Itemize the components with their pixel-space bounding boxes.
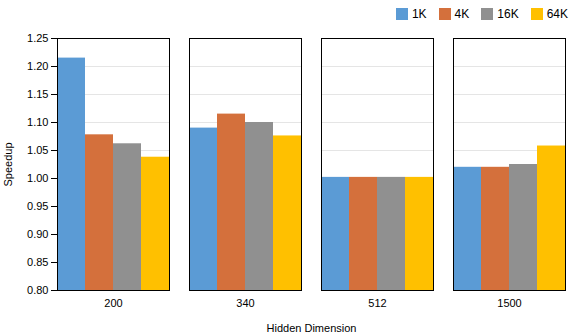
svg-text:340: 340	[236, 297, 254, 309]
svg-text:1.15: 1.15	[27, 88, 48, 100]
svg-text:1.25: 1.25	[27, 32, 48, 44]
svg-text:0.80: 0.80	[27, 284, 48, 296]
svg-text:200: 200	[104, 297, 122, 309]
svg-text:1500: 1500	[497, 297, 521, 309]
html-text:64K: 64K	[546, 7, 568, 21]
html-text:16K: 16K	[497, 7, 519, 21]
svg-text:1.10: 1.10	[27, 116, 48, 128]
svg-text:0.85: 0.85	[27, 256, 48, 268]
html-text:1K: 1K	[411, 7, 427, 21]
svg-text:0.90: 0.90	[27, 228, 48, 240]
svg-text:1.00: 1.00	[27, 172, 48, 184]
svg-text:Speedup: Speedup	[2, 142, 14, 186]
html-text:4K: 4K	[454, 7, 470, 21]
svg-text:1.20: 1.20	[27, 60, 48, 72]
svg-text:0.95: 0.95	[27, 200, 48, 212]
svg-text:512: 512	[368, 297, 386, 309]
svg-text:1.05: 1.05	[27, 144, 48, 156]
svg-text:Hidden Dimension: Hidden Dimension	[267, 322, 357, 334]
